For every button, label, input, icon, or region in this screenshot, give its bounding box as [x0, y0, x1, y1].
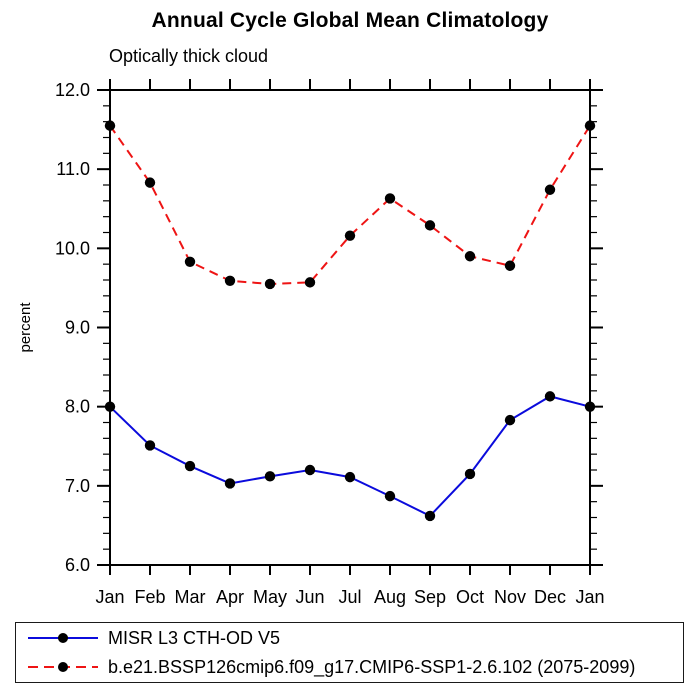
data-point-marker-misr [544, 391, 556, 402]
legend-line-sample-misr [28, 633, 98, 643]
data-point-marker-model [304, 277, 316, 288]
data-point-marker-misr [264, 471, 276, 482]
data-point-marker-model [544, 184, 556, 195]
data-point-marker-model [184, 256, 196, 267]
y-axis-tick-label: 8.0 [65, 397, 90, 417]
x-axis-tick-label: Aug [374, 587, 406, 607]
series-line-model [109, 125, 591, 285]
data-point-marker-misr [184, 460, 196, 472]
data-point-marker-misr [224, 478, 236, 489]
y-axis-tick-label: 11.0 [56, 159, 90, 179]
data-point-marker-misr [584, 401, 596, 412]
legend-item-model: b.e21.BSSP126cmip6.f09_g17.CMIP6-SSP1-2.… [26, 653, 683, 682]
x-axis-tick-label: Mar [175, 587, 206, 607]
plot-frame [109, 89, 591, 566]
legend-item-misr: MISR L3 CTH-OD V5 [26, 624, 683, 653]
x-axis-tick-label: Nov [494, 587, 526, 607]
x-axis-tick-label: Jun [295, 587, 324, 607]
data-point-marker-model [104, 120, 116, 131]
y-axis-tick-label: 10.0 [55, 238, 90, 258]
legend: MISR L3 CTH-OD V5 b.e21.BSSP126cmip6.f09… [15, 622, 684, 683]
data-point-marker-misr [344, 471, 356, 483]
x-axis-tick-label: Dec [534, 587, 566, 607]
legend-sample-marker-model [58, 662, 68, 672]
data-point-marker-model [464, 251, 476, 262]
data-point-marker-misr [384, 490, 396, 502]
y-axis-tick-label: 7.0 [65, 476, 90, 496]
chart-subtitle: Optically thick cloud [109, 46, 269, 66]
data-point-marker-misr [464, 468, 476, 480]
data-point-marker-misr [104, 401, 116, 412]
x-axis-tick-label: Feb [134, 587, 165, 607]
data-point-marker-misr [424, 510, 436, 522]
legend-label-model: b.e21.BSSP126cmip6.f09_g17.CMIP6-SSP1-2.… [108, 656, 636, 677]
x-axis-tick-label: May [253, 587, 287, 607]
x-axis-tick-label: Apr [216, 587, 244, 607]
data-point-marker-misr [304, 464, 316, 476]
data-point-marker-model [384, 193, 396, 204]
data-point-marker-model [264, 278, 276, 290]
data-point-marker-model [424, 220, 436, 231]
data-point-marker-model [504, 260, 516, 271]
x-axis-tick-label: Jul [338, 587, 361, 607]
data-point-marker-misr [144, 440, 156, 451]
legend-label-misr: MISR L3 CTH-OD V5 [108, 627, 281, 648]
legend-line-sample-model [28, 662, 98, 672]
data-point-marker-model [144, 177, 156, 188]
y-axis-tick-label: 6.0 [65, 555, 90, 575]
y-axis-tick-label: 12.0 [55, 80, 90, 100]
x-axis-tick-label: Jan [575, 587, 604, 607]
x-axis-tick-label: Jan [95, 587, 124, 607]
legend-sample-marker-misr [58, 633, 68, 643]
data-point-marker-model [344, 230, 356, 241]
y-axis-tick-label: 9.0 [65, 318, 90, 338]
data-point-marker-model [584, 120, 596, 131]
x-axis-tick-label: Sep [414, 587, 446, 607]
data-point-marker-model [224, 275, 236, 286]
y-axis-title: percent [17, 302, 34, 353]
x-axis-tick-label: Oct [456, 587, 484, 607]
data-point-marker-misr [504, 414, 516, 426]
chart-title: Annual Cycle Global Mean Climatology [151, 9, 549, 32]
series-line-misr [109, 395, 591, 518]
